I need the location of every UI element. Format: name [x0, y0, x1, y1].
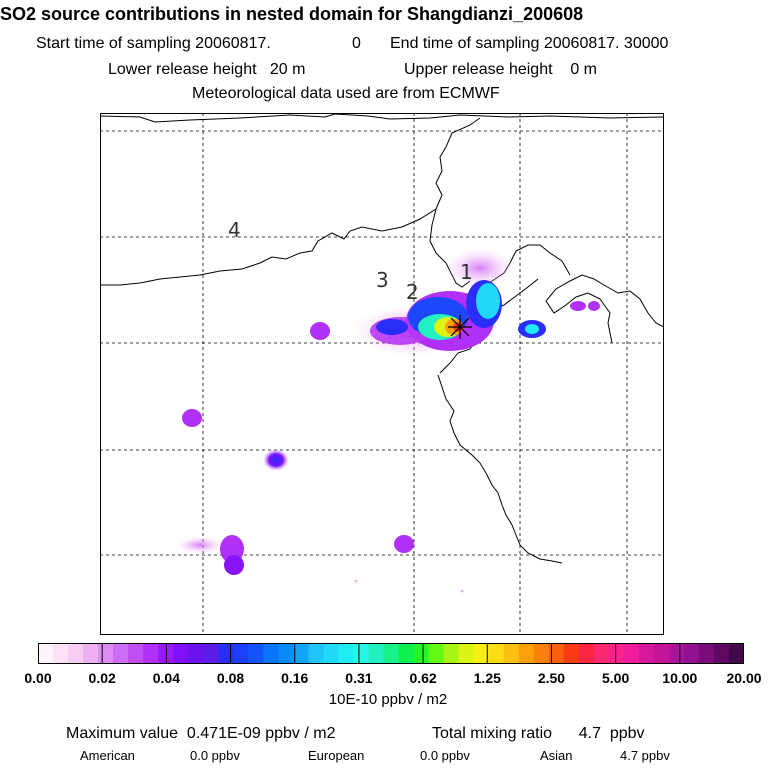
colorbar-tick-label: 10.00	[662, 670, 698, 686]
colorbar-cell	[503, 643, 520, 664]
region-label-3: 3	[376, 268, 389, 292]
colorbar-cell	[353, 643, 370, 664]
colorbar-tick-label: 0.31	[345, 670, 373, 686]
colorbar-cell	[188, 643, 204, 664]
colorbar-cell	[593, 643, 610, 664]
station-marker-icon	[448, 315, 472, 339]
colorbar-cell	[83, 643, 99, 664]
colorbar-tick-label: 5.00	[602, 670, 630, 686]
end-time: End time of sampling 20060817. 30000	[390, 35, 669, 52]
colorbar-cell	[578, 643, 595, 664]
colorbar-cell	[653, 643, 670, 664]
colorbar-tick-label: 0.08	[216, 670, 245, 686]
colorbar-cell	[143, 643, 159, 664]
colorbar-cell	[443, 643, 460, 664]
region-american-label: American	[80, 748, 135, 763]
colorbar-cell	[173, 643, 189, 664]
colorbar-cell	[323, 643, 340, 664]
colorbar-cell	[683, 643, 700, 664]
colorbar-cell	[263, 643, 279, 664]
colorbar-cell	[293, 643, 309, 664]
colorbar-cell	[203, 643, 219, 664]
total-mixing-ratio: Total mixing ratio 4.7 ppbv	[432, 725, 645, 742]
colorbar-tick-label: 0.04	[152, 670, 180, 686]
colorbar-cell	[398, 643, 415, 664]
colorbar-cell	[698, 643, 715, 664]
colorbar-cell	[278, 643, 294, 664]
colorbar-cell	[563, 643, 580, 664]
colorbar-cell	[488, 643, 505, 664]
colorbar-cell	[713, 643, 730, 664]
colorbar-tick-label: 1.25	[473, 670, 501, 686]
colorbar-cell	[623, 643, 640, 664]
region-american-value: 0.0 ppbv	[190, 748, 240, 763]
plot-title: SO2 source contributions in nested domai…	[0, 4, 584, 24]
colorbar-cell	[473, 643, 490, 664]
concentration-map: 1 2 3 4	[100, 113, 664, 635]
colorbar-cell	[383, 643, 400, 664]
colorbar-cell	[68, 643, 84, 664]
colorbar-cell	[38, 643, 54, 664]
colorbar-cell	[338, 643, 355, 664]
colorbar-tick-label: 0.62	[409, 670, 437, 686]
colorbar-cell	[518, 643, 535, 664]
colorbar-cell	[533, 643, 550, 664]
colorbar-tick-label: 0.00	[24, 670, 52, 686]
colorbar-cell	[308, 643, 324, 664]
region-label-4: 4	[228, 218, 241, 242]
region-european-value: 0.0 ppbv	[420, 748, 470, 763]
meteorological-data-note: Meteorological data used are from ECMWF	[192, 85, 500, 102]
colorbar-tick-label: 20.00	[726, 670, 762, 686]
colorbar-cell	[638, 643, 655, 664]
colorbar-cell	[233, 643, 249, 664]
colorbar-cell	[128, 643, 144, 664]
colorbar-cell	[98, 643, 114, 664]
upper-release-height: Upper release height 0 m	[404, 61, 597, 78]
maximum-value: Maximum value 0.471E-09 ppbv / m2	[66, 725, 336, 742]
colorbar-tick-label: 0.02	[88, 670, 116, 686]
colorbar-cell	[53, 643, 69, 664]
start-hour: 0	[352, 35, 361, 52]
colorbar-cell	[113, 643, 129, 664]
region-label-2: 2	[406, 280, 419, 304]
colorbar-cell	[218, 643, 234, 664]
colorbar-cell	[458, 643, 475, 664]
colorbar-unit: 10E-10 ppbv / m2	[328, 691, 448, 708]
map-frame	[100, 113, 664, 635]
concentration-field	[176, 248, 600, 593]
colorbar-tick-label: 0.16	[281, 670, 309, 686]
region-label-1: 1	[460, 260, 473, 284]
colorbar-cell	[608, 643, 625, 664]
colorbar-cell	[368, 643, 385, 664]
colorbar-cell	[428, 643, 445, 664]
region-european-label: European	[308, 748, 365, 763]
region-asian-value: 4.7 ppbv	[620, 748, 670, 763]
region-asian-label: Asian	[540, 748, 573, 763]
colorbar-cell	[548, 643, 565, 664]
lower-release-height: Lower release height 20 m	[108, 61, 306, 78]
start-time: Start time of sampling 20060817.	[36, 35, 271, 52]
colorbar-tick-label: 2.50	[537, 670, 566, 686]
colorbar	[38, 643, 744, 664]
colorbar-cell	[728, 643, 744, 664]
colorbar-cell	[248, 643, 264, 664]
colorbar-cell	[413, 643, 430, 664]
colorbar-cell	[668, 643, 685, 664]
